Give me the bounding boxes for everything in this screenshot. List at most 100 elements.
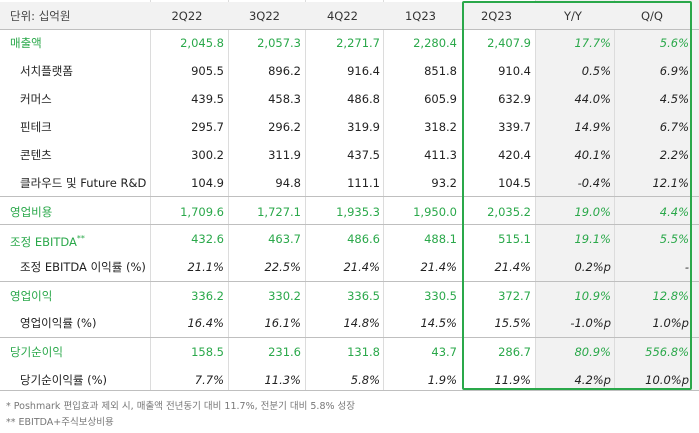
table-cell: 286.7 bbox=[498, 345, 531, 359]
table-cell: 515.1 bbox=[498, 232, 531, 246]
table-cell: 11.9% bbox=[494, 373, 531, 387]
table-cell: 605.9 bbox=[424, 92, 457, 106]
table-cell: 2,280.4 bbox=[413, 36, 457, 50]
table-cell: 420.4 bbox=[498, 148, 531, 162]
footnote-marker: ** bbox=[76, 234, 85, 243]
row-label-text: 조정 EBITDA bbox=[10, 234, 77, 249]
table-cell: 5.8% bbox=[350, 373, 380, 387]
table-cell: - bbox=[684, 260, 689, 274]
table-cell: 4.5% bbox=[659, 92, 689, 106]
table-row: 커머스 439.5 458.3 486.8 605.9 632.9 44.0% 4.5% bbox=[0, 85, 699, 113]
row-label: 핀테크 bbox=[20, 113, 52, 141]
table-cell: 411.3 bbox=[424, 148, 457, 162]
table-cell: 4.2%p bbox=[574, 373, 611, 387]
col-header: Q/Q bbox=[641, 9, 663, 23]
row-label-text: 영업이익률 (%) bbox=[20, 316, 97, 330]
row-divider bbox=[0, 390, 699, 391]
table-cell: 12.1% bbox=[652, 176, 689, 190]
table-cell: 15.5% bbox=[494, 316, 531, 330]
table-cell: 10.0%p bbox=[645, 373, 689, 387]
row-divider bbox=[0, 196, 699, 197]
table-cell: 5.5% bbox=[659, 232, 689, 246]
table-row: 영업비용 1,709.6 1,727.1 1,935.3 1,950.0 2,035.2 1… bbox=[0, 198, 699, 226]
table-cell: 905.5 bbox=[191, 64, 224, 78]
row-label-text: 영업이익 bbox=[10, 289, 53, 303]
col-divider bbox=[150, 0, 151, 391]
table-cell: 318.2 bbox=[424, 120, 457, 134]
table-row: 영업이익률 (%) 16.4% 16.1% 14.8% 14.5% 15.5% -1.0%p… bbox=[0, 309, 699, 337]
table-cell: 486.6 bbox=[347, 232, 380, 246]
table-cell: 17.7% bbox=[574, 36, 611, 50]
table-cell: 2.2% bbox=[659, 148, 689, 162]
table-cell: 2,407.9 bbox=[487, 36, 531, 50]
table-row: 콘텐츠 300.2 311.9 437.5 411.3 420.4 40.1% 2.2% bbox=[0, 141, 699, 169]
table-cell: 339.7 bbox=[498, 120, 531, 134]
table-cell: 94.8 bbox=[275, 176, 301, 190]
table-cell: 4.4% bbox=[659, 205, 689, 219]
table-cell: 104.9 bbox=[191, 176, 224, 190]
table-cell: 5.6% bbox=[659, 36, 689, 50]
table-row: 조정 EBITDA 이익률 (%) 21.1% 22.5% 21.4% 21.4% 21.… bbox=[0, 253, 699, 281]
col-header: 3Q22 bbox=[248, 9, 280, 23]
row-divider bbox=[0, 337, 699, 338]
table-cell: 1.9% bbox=[427, 373, 457, 387]
table-cell: 93.2 bbox=[431, 176, 457, 190]
row-label: 서치플랫폼 bbox=[20, 57, 73, 85]
table-cell: 40.1% bbox=[574, 148, 611, 162]
table-cell: 851.8 bbox=[424, 64, 457, 78]
table-cell: 104.5 bbox=[498, 176, 531, 190]
table-cell: 295.7 bbox=[191, 120, 224, 134]
table-row: 조정 EBITDA** 432.6 463.7 486.6 488.1 515.1 19.1… bbox=[0, 225, 699, 253]
table-cell: 10.9% bbox=[574, 289, 611, 303]
table-cell: 458.3 bbox=[268, 92, 301, 106]
table-cell: 330.5 bbox=[424, 289, 457, 303]
table-cell: 432.6 bbox=[191, 232, 224, 246]
table-row: 클라우드 및 Future R&D 104.9 94.8 111.1 93.2 104.5… bbox=[0, 169, 699, 197]
table-cell: 21.1% bbox=[187, 260, 224, 274]
yoy-qoq-shade bbox=[535, 0, 699, 391]
table-cell: 1,935.3 bbox=[336, 205, 380, 219]
col-divider bbox=[614, 0, 615, 391]
row-label: 클라우드 및 Future R&D bbox=[20, 169, 146, 197]
table-cell: 336.5 bbox=[347, 289, 380, 303]
table-cell: 896.2 bbox=[268, 64, 301, 78]
table-cell: 300.2 bbox=[191, 148, 224, 162]
table-cell: -0.4% bbox=[577, 176, 611, 190]
row-label-text: 서치플랫폼 bbox=[20, 64, 73, 78]
table-cell: 463.7 bbox=[268, 232, 301, 246]
col-header: 4Q22 bbox=[326, 9, 358, 23]
table-cell: 6.7% bbox=[659, 120, 689, 134]
col-header: 1Q23 bbox=[404, 9, 436, 23]
row-divider bbox=[0, 29, 699, 30]
row-label: 당기순이익 bbox=[10, 338, 63, 366]
row-label-text: 커머스 bbox=[20, 92, 52, 106]
footnote-1: * Poshmark 편입효과 제외 시, 매출액 전년동기 대비 11.7%,… bbox=[6, 401, 356, 412]
current-quarter-highlight bbox=[462, 1, 692, 390]
table-cell: 131.8 bbox=[347, 345, 380, 359]
table-cell: 43.7 bbox=[431, 345, 457, 359]
col-header: 2Q23 bbox=[480, 9, 512, 23]
row-label: 영업이익률 (%) bbox=[20, 309, 96, 337]
table-cell: 0.5% bbox=[581, 64, 611, 78]
table-cell: -1.0%p bbox=[570, 316, 611, 330]
table-row: 서치플랫폼 905.5 896.2 916.4 851.8 910.4 0.5% 6.9% bbox=[0, 57, 699, 85]
table-cell: 336.2 bbox=[191, 289, 224, 303]
col-divider bbox=[305, 0, 306, 391]
table-cell: 330.2 bbox=[268, 289, 301, 303]
table-cell: 231.6 bbox=[268, 345, 301, 359]
table-cell: 6.9% bbox=[659, 64, 689, 78]
row-label: 당기순이익률 (%) bbox=[20, 366, 107, 394]
row-label-text: 핀테크 bbox=[20, 120, 52, 134]
col-header: Y/Y bbox=[564, 9, 582, 23]
table-cell: 1,950.0 bbox=[413, 205, 457, 219]
table-cell: 16.4% bbox=[187, 316, 224, 330]
table-cell: 2,045.8 bbox=[180, 36, 224, 50]
table-cell: 372.7 bbox=[498, 289, 531, 303]
table-cell: 556.8% bbox=[645, 345, 689, 359]
table-cell: 19.0% bbox=[574, 205, 611, 219]
table-cell: 158.5 bbox=[191, 345, 224, 359]
table-cell: 1,727.1 bbox=[257, 205, 301, 219]
col-divider bbox=[383, 0, 384, 391]
row-label: 콘텐츠 bbox=[20, 141, 52, 169]
table-cell: 16.1% bbox=[264, 316, 301, 330]
